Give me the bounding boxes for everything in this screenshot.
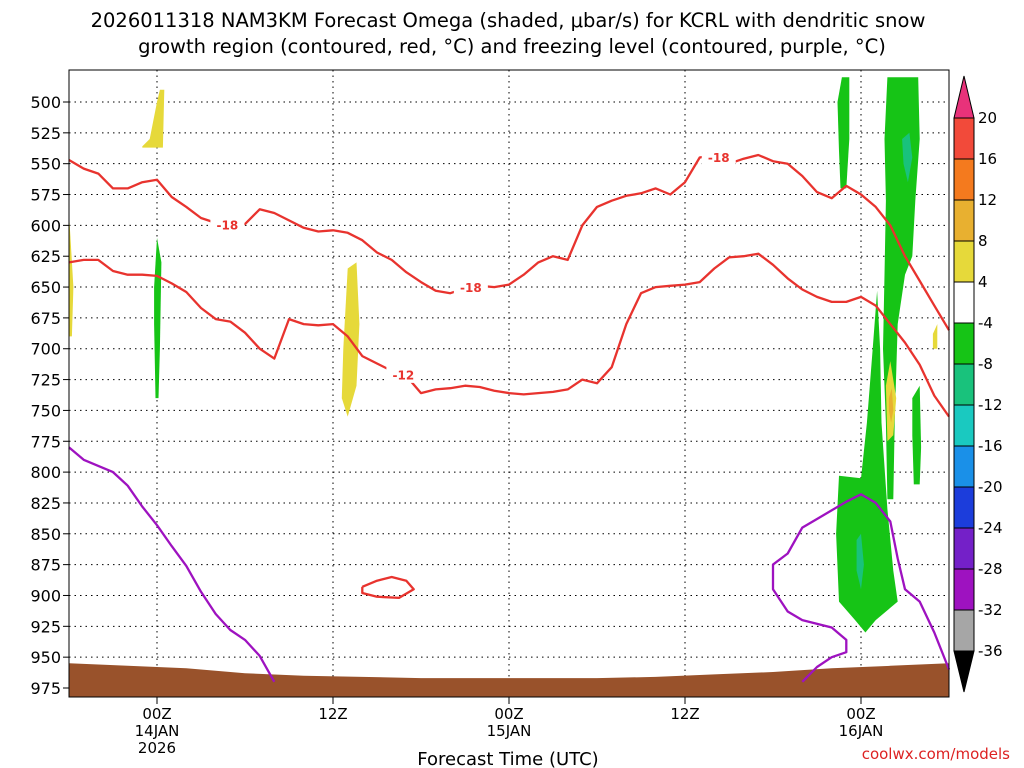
contour-dgz_bottom xyxy=(68,252,950,418)
colorbar-label: -36 xyxy=(978,642,1003,660)
colorbar-label: -8 xyxy=(978,355,993,373)
y-tick-label: 825 xyxy=(30,494,61,513)
omega-shade-region xyxy=(69,213,74,337)
omega-shade-region xyxy=(856,533,864,590)
contour-label: -12 xyxy=(393,368,415,382)
y-tick-label: 625 xyxy=(30,247,61,266)
y-tick-label: 875 xyxy=(30,556,61,575)
y-tick-label: 800 xyxy=(30,463,61,482)
y-tick-label: 650 xyxy=(30,278,61,297)
y-tick-label: 750 xyxy=(30,401,61,420)
omega-shade-region xyxy=(142,89,165,148)
x-tick-label: 00Z xyxy=(846,705,875,723)
colorbar-top-arrow xyxy=(953,75,975,119)
colorbar-swatch xyxy=(953,240,975,283)
colorbar-swatch xyxy=(953,117,975,160)
y-tick-label: 925 xyxy=(30,617,61,636)
colorbar-label: 4 xyxy=(978,273,988,291)
y-tick-label: 975 xyxy=(30,679,61,698)
contour-freezing_level_right xyxy=(771,493,951,683)
colorbar-label: 16 xyxy=(978,150,997,168)
watermark: coolwx.com/models xyxy=(862,745,1010,763)
colorbar-swatch xyxy=(953,445,975,488)
colorbar-swatch xyxy=(953,404,975,447)
colorbar-swatch xyxy=(953,609,975,652)
y-tick-label: 900 xyxy=(30,586,61,605)
colorbar-label: -28 xyxy=(978,560,1003,578)
colorbar-label: -20 xyxy=(978,478,1003,496)
x-tick-label: 00Z xyxy=(142,705,171,723)
x-axis-label: Forecast Time (UTC) xyxy=(417,749,598,768)
y-tick-label: 500 xyxy=(30,93,61,112)
y-tick-label: 600 xyxy=(30,216,61,235)
colorbar-swatch xyxy=(953,281,975,324)
contour-label-bg xyxy=(386,366,421,383)
colorbar-label: 8 xyxy=(978,232,988,250)
y-axis: 500 525 550 575 600 625 650 675 700 725 750 775 800 8… xyxy=(30,93,69,698)
omega-shade-region xyxy=(912,385,922,485)
colorbar-label: 20 xyxy=(978,109,997,127)
colorbar-swatch xyxy=(953,322,975,365)
colorbar-label: 12 xyxy=(978,191,997,209)
contour-label: -18 xyxy=(460,281,482,295)
y-tick-label: 675 xyxy=(30,309,61,328)
x-tick-year: 2026 xyxy=(138,739,176,757)
plot-area: -18 -18 -18 -12 xyxy=(68,69,951,698)
x-tick-date: 14JAN xyxy=(135,722,180,740)
colorbar-swatch xyxy=(953,199,975,242)
omega-shade-region xyxy=(837,77,850,189)
contour-freezing_level_left xyxy=(68,446,276,683)
x-tick-label: 12Z xyxy=(670,705,699,723)
contour-label-bg xyxy=(701,149,736,166)
x-tick-date: 15JAN xyxy=(487,722,532,740)
y-tick-label: 850 xyxy=(30,525,61,544)
colorbar: 20 16 12 8 4 -4 -8 -12 -16 -20 -24 -28 -32 -36 xyxy=(953,75,1003,693)
contour-lines: -18 -18 -18 -12 xyxy=(68,149,951,683)
contour-label: -18 xyxy=(708,151,730,165)
y-tick-label: 525 xyxy=(30,124,61,143)
colorbar-swatch xyxy=(953,363,975,406)
terrain-fill xyxy=(69,663,949,697)
colorbar-label: -4 xyxy=(978,314,993,332)
contour-dgz_closed_cell xyxy=(361,575,415,600)
y-tick-label: 775 xyxy=(30,432,61,451)
x-tick-date: 16JAN xyxy=(839,722,884,740)
omega-shade-region xyxy=(902,132,913,183)
colorbar-swatch xyxy=(953,486,975,529)
contour-label-bg xyxy=(453,279,488,296)
x-tick-label: 00Z xyxy=(494,705,523,723)
colorbar-label: -24 xyxy=(978,519,1003,537)
colorbar-label: -32 xyxy=(978,601,1003,619)
omega-shade-region xyxy=(836,290,898,633)
title-line-2: growth region (contoured, red, °C) and f… xyxy=(138,35,886,58)
terrain-layer xyxy=(69,663,949,697)
y-tick-label: 725 xyxy=(30,371,61,390)
contour-label-bg xyxy=(210,216,245,233)
colorbar-swatch xyxy=(953,527,975,570)
colorbar-label: -16 xyxy=(978,437,1003,455)
y-tick-label: 550 xyxy=(30,155,61,174)
x-tick-label: 12Z xyxy=(318,705,347,723)
colorbar-swatch xyxy=(953,158,975,201)
colorbar-label: -12 xyxy=(978,396,1003,414)
y-tick-label: 700 xyxy=(30,340,61,359)
y-tick-label: 950 xyxy=(30,648,61,667)
contour-label: -18 xyxy=(217,218,239,232)
omega-shade-region xyxy=(888,388,894,423)
colorbar-swatch xyxy=(953,568,975,611)
omega-shade-region xyxy=(932,324,938,349)
y-tick-label: 575 xyxy=(30,186,61,205)
colorbar-bottom-arrow xyxy=(953,650,975,693)
title-line-1: 2026011318 NAM3KM Forecast Omega (shaded… xyxy=(91,9,926,32)
